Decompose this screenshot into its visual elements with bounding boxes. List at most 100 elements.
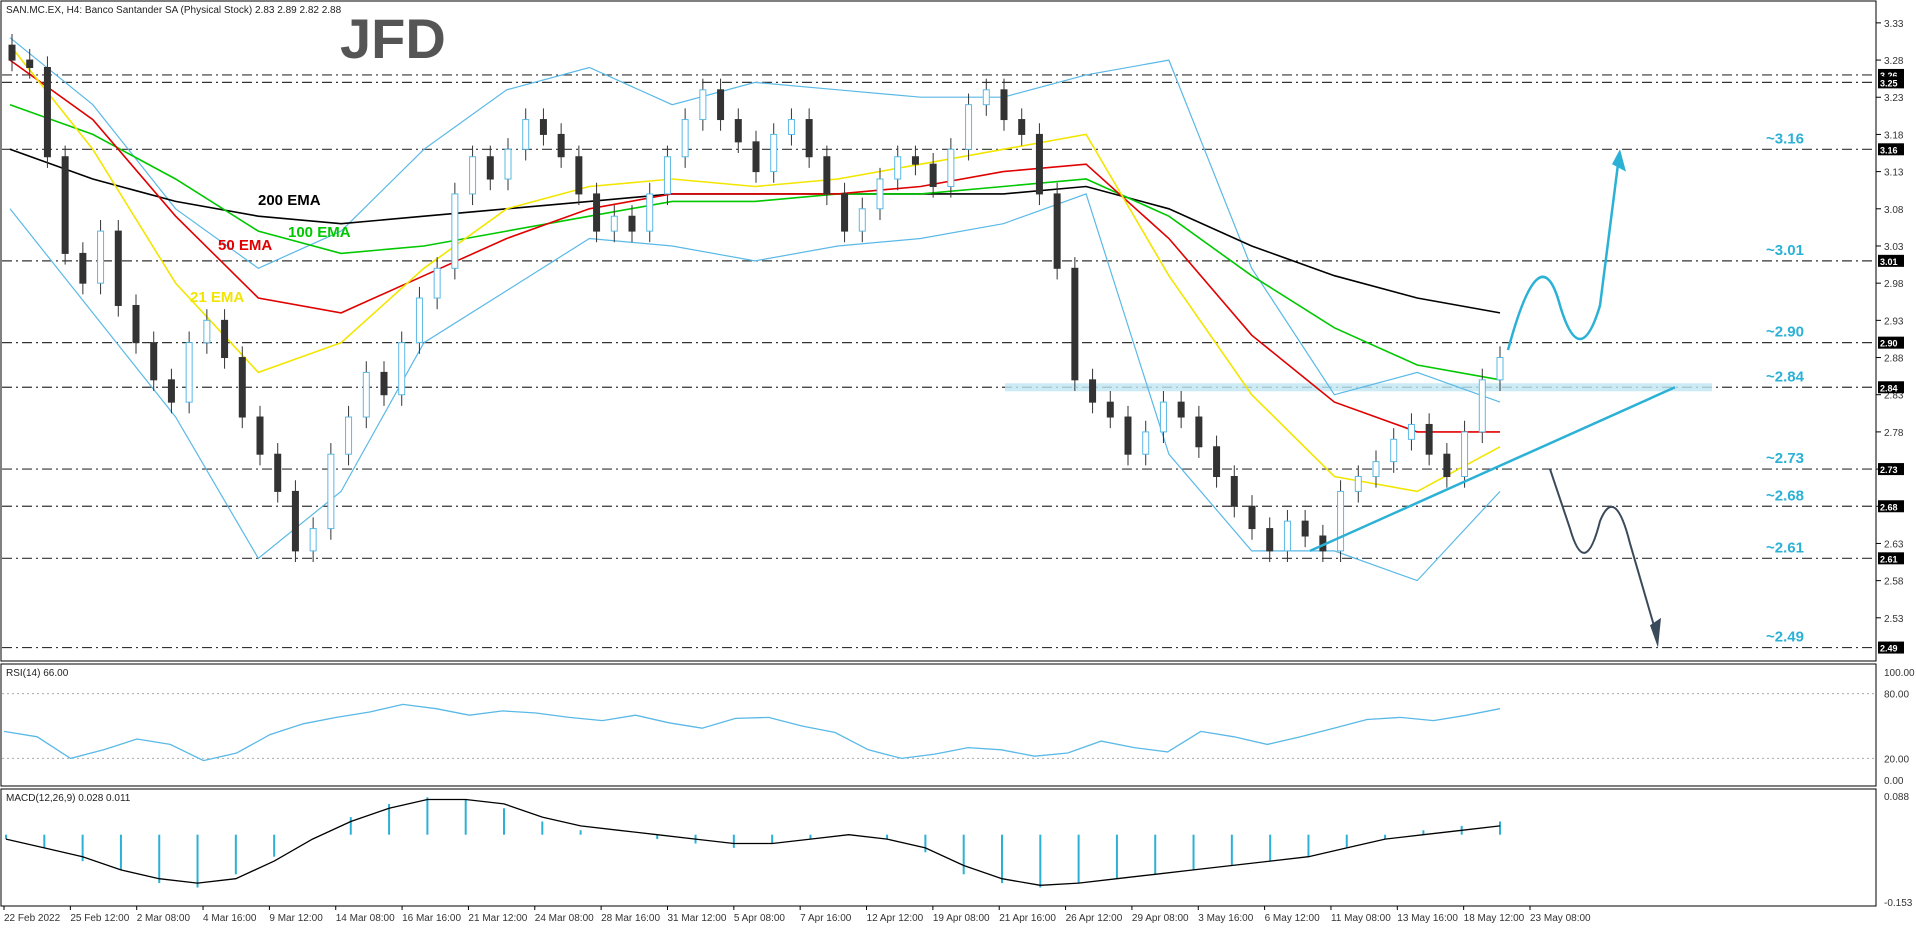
candle-body bbox=[274, 453, 282, 492]
candle-body bbox=[221, 319, 229, 359]
candle-body bbox=[150, 342, 158, 381]
level-price-box bbox=[1878, 336, 1904, 349]
time-tick-label: 7 Apr 16:00 bbox=[800, 913, 852, 924]
macd-tick-label: -0.153 bbox=[1884, 898, 1913, 909]
price-tick-label: 2.53 bbox=[1884, 614, 1904, 625]
candle-body bbox=[114, 230, 122, 306]
level-price-box-label: 2.68 bbox=[1880, 502, 1898, 512]
candle-body bbox=[97, 230, 105, 284]
candle-body bbox=[1407, 423, 1415, 440]
time-tick-label: 18 May 12:00 bbox=[1464, 913, 1525, 924]
candle-body bbox=[1089, 379, 1097, 403]
level-price-box-label: 2.84 bbox=[1880, 383, 1898, 393]
level-price-box-label: 2.73 bbox=[1880, 465, 1898, 475]
main-panel bbox=[0, 0, 1877, 662]
candle-body bbox=[876, 178, 884, 210]
candle-body bbox=[1159, 401, 1167, 433]
price-tick-label: 2.93 bbox=[1884, 316, 1904, 327]
ema21-line bbox=[9, 44, 1501, 493]
time-tick-label: 4 Mar 16:00 bbox=[203, 913, 257, 924]
candle-body bbox=[841, 193, 849, 232]
candle-body bbox=[1124, 416, 1132, 455]
time-tick-label: 24 Mar 08:00 bbox=[535, 913, 594, 924]
candle-body bbox=[1390, 438, 1398, 463]
time-tick-label: 11 May 08:00 bbox=[1331, 913, 1391, 924]
level-price-box-label: 3.01 bbox=[1880, 257, 1898, 267]
time-tick-label: 21 Mar 12:00 bbox=[468, 913, 527, 924]
candle-body bbox=[593, 193, 601, 232]
time-tick-label: 25 Feb 12:00 bbox=[70, 913, 129, 924]
macd-indicator: 0.088 -0.153 bbox=[5, 792, 1913, 909]
candle-body bbox=[451, 193, 459, 269]
candles bbox=[8, 34, 1504, 563]
time-tick-label: 23 May 08:00 bbox=[1530, 913, 1591, 924]
time-axis: 22 Feb 2022 25 Feb 12:00 2 Mar 08:00 4 Mar … bbox=[3, 906, 1591, 924]
ema-label: 200 EMA bbox=[258, 192, 321, 209]
time-tick-label: 26 Apr 12:00 bbox=[1066, 913, 1123, 924]
candle-body bbox=[805, 119, 813, 158]
price-tick-label: 3.18 bbox=[1884, 130, 1904, 141]
level-price-box bbox=[1878, 143, 1904, 156]
level-price-box-label: 3.16 bbox=[1880, 145, 1898, 155]
bollinger-bands bbox=[9, 37, 1501, 582]
candle-body bbox=[1177, 401, 1185, 418]
price-tick-label: 2.98 bbox=[1884, 279, 1904, 290]
candle-body bbox=[681, 119, 689, 158]
candle-body bbox=[1283, 520, 1291, 552]
level-label: ~2.49 bbox=[1766, 629, 1804, 646]
price-tick-label: 3.13 bbox=[1884, 168, 1904, 179]
candle-body bbox=[1053, 193, 1061, 269]
rsi-line bbox=[3, 703, 1501, 762]
time-tick-label: 16 Mar 16:00 bbox=[402, 913, 461, 924]
macd-tick-label: 0.088 bbox=[1884, 792, 1909, 803]
macd-signal-line bbox=[5, 798, 1501, 886]
candle-body bbox=[929, 163, 937, 187]
ema50-line bbox=[9, 59, 1500, 433]
rsi-tick-label: 100.00 bbox=[1884, 668, 1915, 679]
candle-body bbox=[1035, 133, 1043, 195]
rsi-tick-label: 0.00 bbox=[1884, 776, 1904, 787]
price-tick-label: 2.63 bbox=[1884, 539, 1904, 550]
candle-body bbox=[557, 133, 565, 158]
level-price-box bbox=[1878, 76, 1904, 89]
bearish-path bbox=[1549, 468, 1657, 633]
candle-body bbox=[1106, 401, 1114, 418]
candle-body bbox=[1248, 505, 1256, 530]
time-tick-label: 13 May 16:00 bbox=[1397, 913, 1458, 924]
price-tick-label: 3.23 bbox=[1884, 93, 1904, 104]
candle-body bbox=[43, 66, 51, 158]
candle-body bbox=[823, 156, 831, 195]
time-tick-label: 28 Mar 16:00 bbox=[601, 913, 660, 924]
level-label: ~3.16 bbox=[1766, 130, 1804, 147]
candle-body bbox=[380, 371, 388, 396]
candle-body bbox=[486, 156, 494, 180]
price-axis: 3.33 3.28 3.23 3.18 3.13 3.08 3.03 2.98 2.93 2.88… bbox=[1876, 19, 1904, 625]
candle-body bbox=[8, 44, 16, 61]
level-label: ~2.84 bbox=[1766, 368, 1805, 385]
candle-body bbox=[1461, 431, 1469, 478]
candle-body bbox=[238, 357, 246, 418]
price-tick-label: 3.03 bbox=[1884, 242, 1904, 253]
time-tick-label: 31 Mar 12:00 bbox=[667, 913, 726, 924]
candle-body bbox=[1195, 416, 1203, 448]
candle-body bbox=[1425, 423, 1433, 455]
rsi-panel bbox=[0, 663, 1877, 787]
candle-body bbox=[256, 416, 264, 455]
price-tick-label: 3.33 bbox=[1884, 19, 1904, 30]
candle-body bbox=[1142, 431, 1150, 455]
level-price-box bbox=[1878, 463, 1904, 476]
support-trendline bbox=[1309, 386, 1676, 553]
price-tick-label: 2.58 bbox=[1884, 577, 1904, 588]
candle-body bbox=[628, 215, 636, 232]
candle-body bbox=[362, 371, 370, 418]
rsi-tick-label: 80.00 bbox=[1884, 690, 1909, 701]
candle-body bbox=[1496, 357, 1504, 381]
candle-body bbox=[1372, 461, 1380, 478]
level-price-box bbox=[1878, 552, 1904, 565]
candle-body bbox=[185, 342, 193, 403]
bearish-arrow-head bbox=[1650, 617, 1661, 648]
macd-panel bbox=[0, 788, 1877, 907]
candle-body bbox=[167, 379, 175, 403]
time-tick-label: 12 Apr 12:00 bbox=[867, 913, 924, 924]
